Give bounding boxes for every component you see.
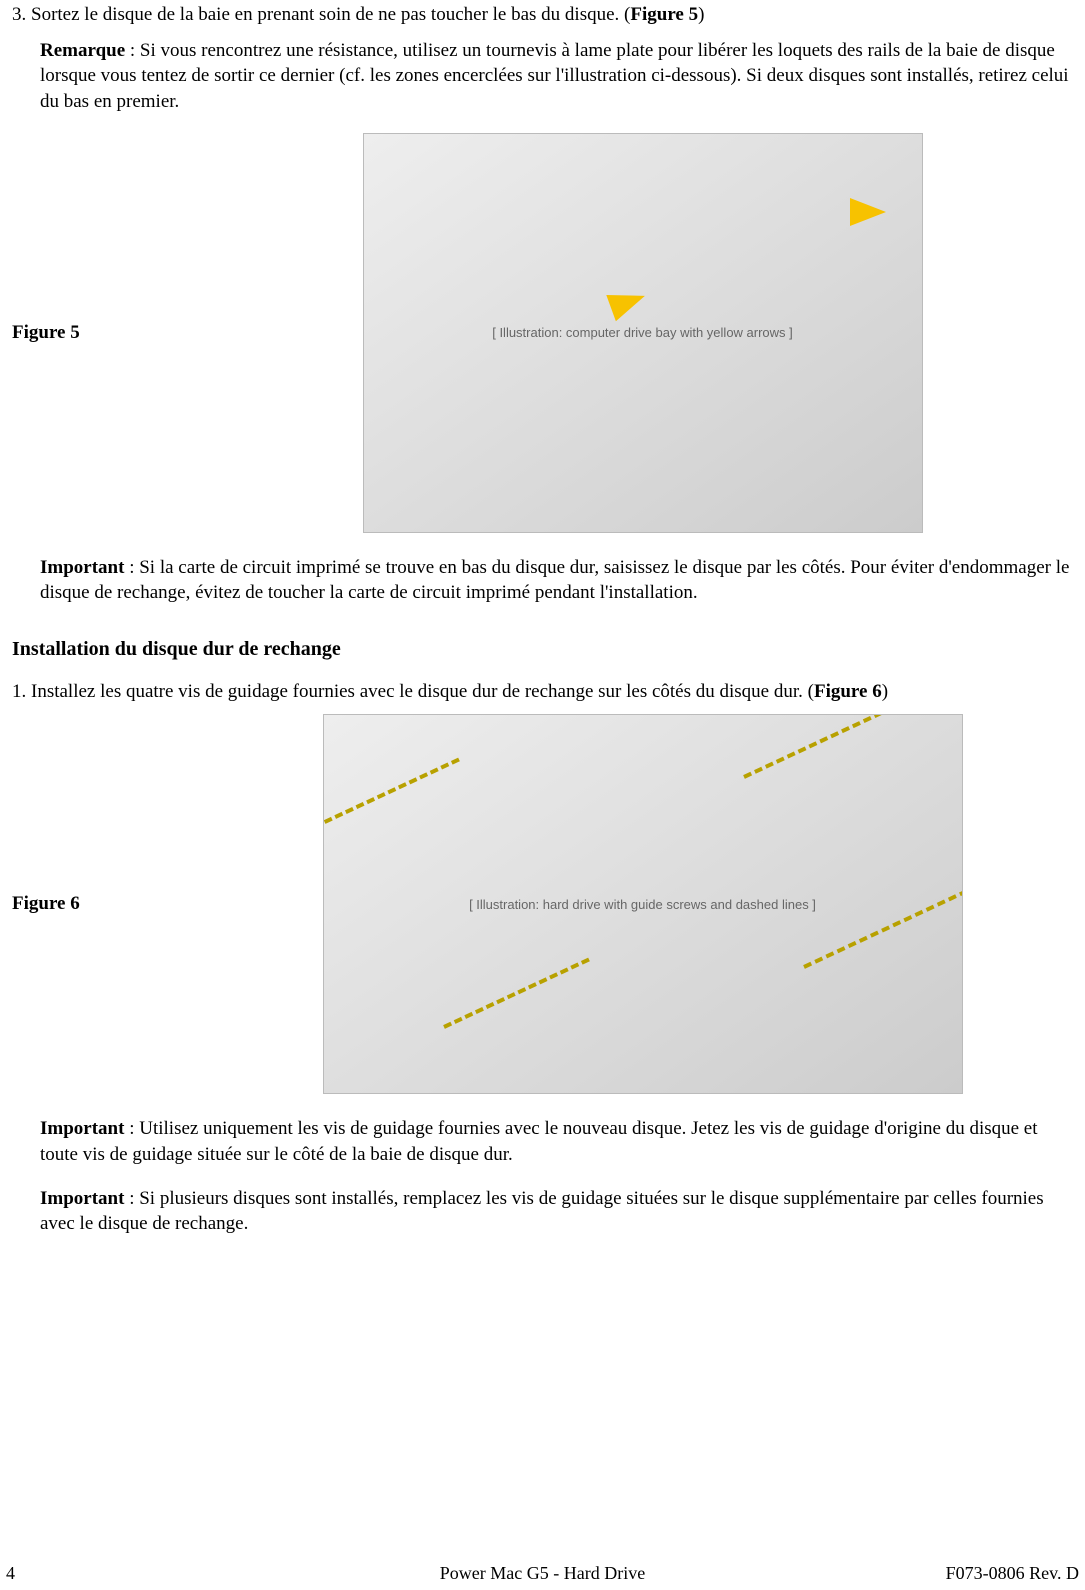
figure-6-label: Figure 6: [12, 893, 212, 915]
important-1: Important : Si la carte de circuit impri…: [40, 555, 1073, 606]
important-2-label: Important: [40, 1118, 124, 1139]
important-3-label: Important: [40, 1188, 124, 1209]
important-1-text: : Si la carte de circuit imprimé se trou…: [40, 557, 1069, 604]
dash-line-icon: [743, 714, 926, 779]
figure-5-image: [ Illustration: computer drive bay with …: [363, 133, 923, 533]
step-1-figref: Figure 6: [814, 681, 882, 702]
step-1: 1. Installez les quatre vis de guidage f…: [12, 679, 1073, 705]
step-3: 3. Sortez le disque de la baie en prenan…: [12, 2, 1073, 28]
arrow-icon: [606, 282, 649, 321]
important-1-label: Important: [40, 557, 124, 578]
step-3-figref: Figure 5: [630, 4, 698, 25]
important-2-text: : Utilisez uniquement les vis de guidage…: [40, 1118, 1038, 1165]
figure-5-row: Figure 5 [ Illustration: computer drive …: [12, 133, 1073, 533]
remarque-text: : Si vous rencontrez une résistance, uti…: [40, 40, 1069, 112]
figure-6-alt: [ Illustration: hard drive with guide sc…: [469, 897, 816, 912]
page-footer: 4 Power Mac G5 - Hard Drive F073-0806 Re…: [0, 1563, 1085, 1584]
step-1-prefix: 1. Installez les quatre vis de guidage f…: [12, 681, 814, 702]
important-3: Important : Si plusieurs disques sont in…: [40, 1186, 1073, 1237]
footer-title: Power Mac G5 - Hard Drive: [206, 1563, 879, 1584]
arrow-icon: [850, 198, 886, 226]
footer-page-number: 4: [6, 1563, 206, 1584]
important-3-text: : Si plusieurs disques sont installés, r…: [40, 1188, 1044, 1235]
figure-6-row: Figure 6 [ Illustration: hard drive with…: [12, 714, 1073, 1094]
remarque-note: Remarque : Si vous rencontrez une résist…: [40, 38, 1073, 115]
dash-line-icon: [803, 890, 963, 970]
figure-6-container: [ Illustration: hard drive with guide sc…: [212, 714, 1073, 1094]
figure-5-container: [ Illustration: computer drive bay with …: [212, 133, 1073, 533]
step-3-prefix: 3. Sortez le disque de la baie en prenan…: [12, 4, 630, 25]
section-heading: Installation du disque dur de rechange: [12, 638, 1073, 661]
step-3-suffix: ): [698, 4, 704, 25]
remarque-label: Remarque: [40, 40, 125, 61]
important-2: Important : Utilisez uniquement les vis …: [40, 1116, 1073, 1167]
dash-line-icon: [323, 758, 460, 829]
figure-5-alt: [ Illustration: computer drive bay with …: [492, 325, 793, 340]
step-1-suffix: ): [882, 681, 888, 702]
footer-revision: F073-0806 Rev. D: [879, 1563, 1079, 1584]
figure-5-label: Figure 5: [12, 322, 212, 344]
figure-6-image: [ Illustration: hard drive with guide sc…: [323, 714, 963, 1094]
dash-line-icon: [443, 958, 590, 1029]
